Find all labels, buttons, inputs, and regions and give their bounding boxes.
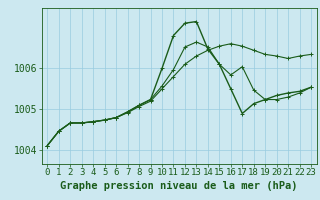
X-axis label: Graphe pression niveau de la mer (hPa): Graphe pression niveau de la mer (hPa): [60, 181, 298, 191]
